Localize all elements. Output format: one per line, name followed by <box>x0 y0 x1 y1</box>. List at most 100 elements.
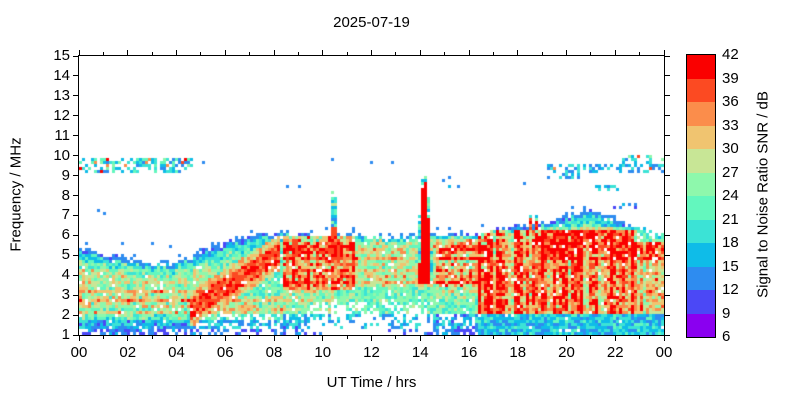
y-axis-tick <box>73 294 79 296</box>
x-axis-tick <box>346 335 348 339</box>
x-axis-top-tick <box>151 52 153 56</box>
colorbar-tick-label: 36 <box>722 93 739 110</box>
x-axis-top-tick <box>541 52 543 56</box>
x-axis-tick <box>541 335 543 339</box>
y-tick-label: 2 <box>61 306 70 324</box>
x-tick-label: 10 <box>314 344 332 361</box>
colorbar-tick-label: 18 <box>722 234 739 251</box>
x-axis-top-tick <box>419 50 421 56</box>
x-axis-tick <box>273 335 275 341</box>
chart-title: 2025-07-19 <box>333 14 410 31</box>
colorbar-tick-label: 27 <box>722 163 739 181</box>
x-axis-top-tick <box>249 52 251 56</box>
x-axis-top-tick <box>395 52 397 56</box>
colorbar-band <box>687 149 715 173</box>
x-axis-tick <box>590 335 592 339</box>
y-axis-right-tick <box>664 214 670 216</box>
colorbar-band <box>687 290 715 314</box>
y-tick-label: 13 <box>53 86 70 104</box>
y-axis-tick <box>73 274 79 276</box>
x-axis-tick <box>614 335 616 341</box>
colorbar-tick-label: 39 <box>722 69 739 87</box>
colorbar-tick-label: 15 <box>722 257 739 275</box>
y-axis-tick <box>73 334 79 336</box>
x-axis-tick <box>322 335 324 341</box>
colorbar-band <box>687 313 715 337</box>
y-axis-right-tick <box>664 135 670 137</box>
x-axis-top-tick <box>127 50 129 56</box>
x-axis-tick <box>127 335 129 341</box>
y-axis-tick <box>73 115 79 117</box>
colorbar-tick-label: 21 <box>722 210 739 228</box>
y-axis-tick <box>73 254 79 256</box>
x-axis-top-tick <box>444 52 446 56</box>
x-axis-tick <box>200 335 202 339</box>
x-tick-label: 04 <box>168 344 185 361</box>
colorbar-tick-label: 12 <box>722 281 739 298</box>
y-axis-right-tick <box>664 195 670 196</box>
x-axis-tick <box>249 335 251 339</box>
colorbar-band <box>687 243 715 267</box>
y-axis-tick <box>73 95 79 97</box>
y-axis-right-tick <box>664 155 670 157</box>
x-axis-top-tick <box>224 50 226 56</box>
y-axis-right-tick <box>664 274 670 276</box>
x-axis-top-tick <box>200 52 202 56</box>
x-axis-tick <box>419 335 421 341</box>
x-axis-tick <box>663 335 665 341</box>
x-axis-tick <box>639 335 641 339</box>
x-tick-label: 20 <box>558 344 575 361</box>
x-axis-tick <box>395 335 397 339</box>
y-axis-tick <box>73 55 79 57</box>
colorbar-tick-label: 9 <box>722 304 731 322</box>
x-axis-tick <box>176 335 177 341</box>
x-axis-tick <box>468 335 470 341</box>
x-axis-top-tick <box>614 50 616 56</box>
y-axis-right-tick <box>664 294 670 296</box>
x-axis-tick <box>492 335 494 339</box>
x-axis-top-tick <box>468 50 470 56</box>
x-tick-label: 02 <box>119 344 137 361</box>
y-axis-right-tick <box>664 175 670 177</box>
y-tick-label: 4 <box>61 266 70 284</box>
y-tick-label: 15 <box>53 47 70 64</box>
x-axis-top-tick <box>517 50 519 56</box>
colorbar-tick-label: 42 <box>722 46 739 63</box>
x-axis-top-tick <box>297 52 299 56</box>
y-axis-tick <box>73 75 79 77</box>
y-axis-right-tick <box>664 334 670 336</box>
x-axis-top-tick <box>78 50 80 56</box>
y-axis-tick <box>73 135 79 137</box>
x-axis-label: UT Time / hrs <box>326 374 417 391</box>
colorbar-band <box>687 125 715 149</box>
y-axis-right-tick <box>664 234 670 236</box>
colorbar-tick-label: 6 <box>722 328 731 345</box>
colorbar-tick-label: 24 <box>722 187 739 204</box>
y-tick-label: 9 <box>61 166 70 184</box>
x-tick-label: 18 <box>509 344 527 361</box>
x-axis-top-tick <box>176 50 177 56</box>
y-tick-label: 7 <box>61 206 70 224</box>
plot-area <box>78 55 665 336</box>
x-axis-tick <box>102 335 104 339</box>
x-axis-tick <box>224 335 226 341</box>
y-tick-label: 14 <box>53 66 70 84</box>
y-axis-tick <box>73 214 79 216</box>
x-axis-top-tick <box>273 50 275 56</box>
y-axis-right-tick <box>664 75 670 77</box>
spectrogram-canvas <box>79 56 664 335</box>
x-axis-top-tick <box>492 52 494 56</box>
colorbar-tick-label: 30 <box>722 140 739 157</box>
y-axis-tick <box>73 195 79 196</box>
y-tick-label: 6 <box>61 226 70 244</box>
colorbar-band <box>687 78 715 102</box>
colorbar-band <box>687 196 715 220</box>
x-axis-top-tick <box>566 50 567 56</box>
x-axis-top-tick <box>639 52 641 56</box>
colorbar <box>686 54 716 338</box>
y-tick-label: 3 <box>61 286 70 304</box>
y-tick-label: 12 <box>53 106 70 124</box>
x-tick-label: 08 <box>265 344 283 361</box>
x-tick-label: 00 <box>655 344 673 361</box>
x-axis-tick <box>444 335 446 339</box>
